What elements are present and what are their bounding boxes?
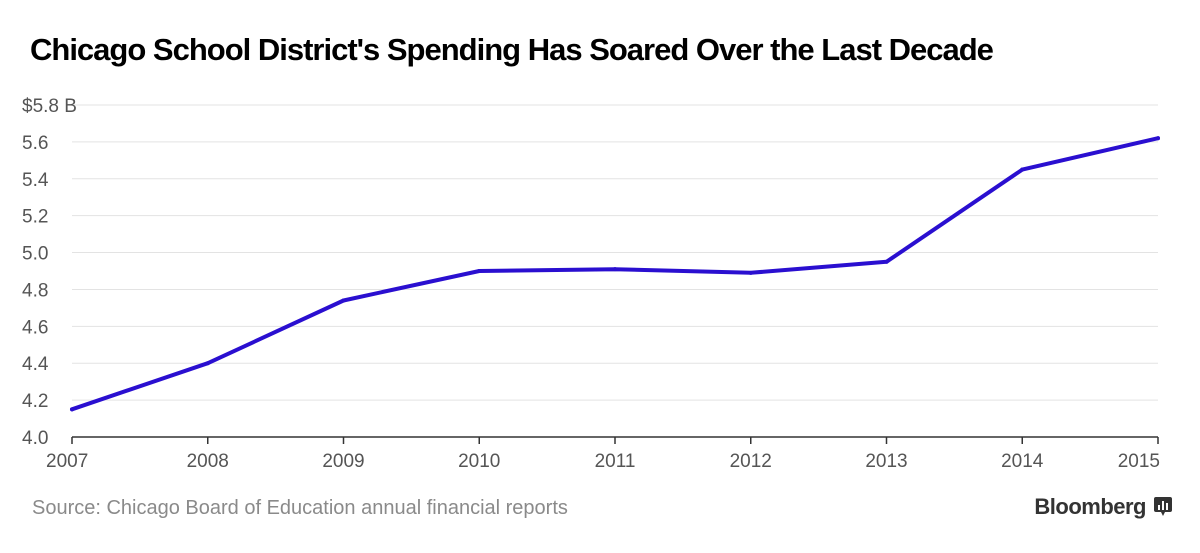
data-point xyxy=(748,270,753,275)
data-point xyxy=(70,407,74,412)
y-tick-label: 4.4 xyxy=(22,354,49,375)
data-point xyxy=(205,361,210,366)
x-axis-tick-labels: 2007 2008 2009 2010 2011 2012 2013 2014 2015 xyxy=(46,451,1160,472)
x-tick-label: 2011 xyxy=(595,451,636,472)
x-tick-label: 2013 xyxy=(865,451,907,472)
source-note: Source: Chicago Board of Education annua… xyxy=(32,497,568,519)
data-point xyxy=(1020,167,1025,172)
y-tick-label: 5.0 xyxy=(22,244,48,265)
x-tick-label: 2012 xyxy=(730,451,772,472)
x-tick-label: 2010 xyxy=(458,451,500,472)
series-layer xyxy=(70,136,1160,412)
data-point xyxy=(884,259,889,264)
data-point xyxy=(1156,136,1160,141)
y-tick-label: 4.0 xyxy=(22,428,48,449)
x-tick-label: 2015 xyxy=(1118,451,1160,472)
y-tick-label: 5.2 xyxy=(22,207,48,228)
data-point xyxy=(477,269,482,273)
x-axis xyxy=(71,436,1159,444)
data-point xyxy=(613,267,617,272)
brand-name: Bloomberg xyxy=(1034,494,1146,519)
x-tick-label: 2014 xyxy=(1001,451,1044,472)
x-tick-label: 2007 xyxy=(46,451,88,472)
y-tick-label: $5.8 B xyxy=(22,96,77,117)
y-tick-label: 4.2 xyxy=(22,391,48,412)
gridlines xyxy=(72,104,1158,401)
x-tick-label: 2008 xyxy=(187,451,229,472)
brand-logo: Bloomberg xyxy=(1034,494,1172,520)
y-tick-label: 4.8 xyxy=(22,280,48,301)
y-tick-label: 5.6 xyxy=(22,133,48,154)
y-tick-label: 5.4 xyxy=(22,170,49,191)
x-tick-label: 2009 xyxy=(322,451,364,472)
chart-title: Chicago School District's Spending Has S… xyxy=(30,32,994,67)
data-point xyxy=(341,298,346,303)
y-tick-label: 4.6 xyxy=(22,317,48,338)
bloomberg-terminal-icon xyxy=(1154,497,1172,516)
y-axis-tick-labels: 4.0 4.2 4.4 4.6 4.8 5.0 5.2 5.4 5.6 $5.8 B xyxy=(22,96,77,449)
